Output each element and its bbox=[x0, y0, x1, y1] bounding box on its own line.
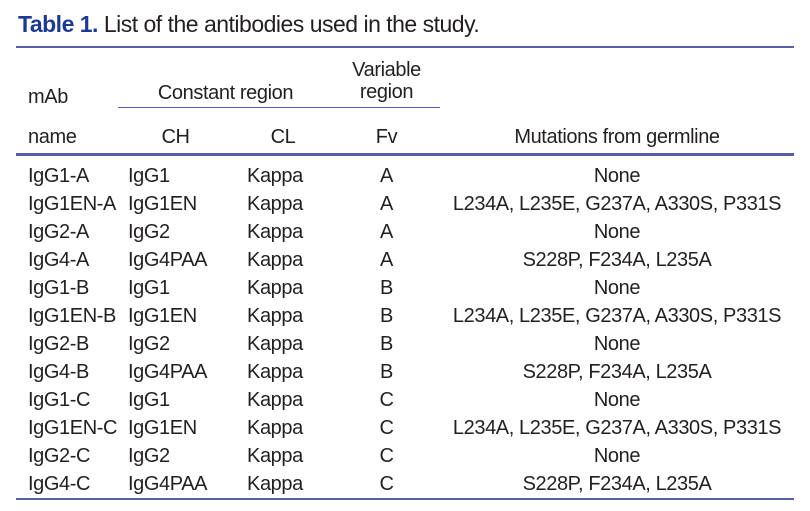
row-mutations: L234A, L235E, G237A, A330S, P331S bbox=[452, 305, 782, 327]
row-ch: IgG2 bbox=[128, 445, 170, 467]
row-cl: Kappa bbox=[247, 305, 303, 327]
row-mab-name: IgG1-B bbox=[28, 277, 89, 299]
row-mab-name: IgG4-B bbox=[28, 361, 89, 383]
row-mab-name: IgG1EN-C bbox=[28, 417, 118, 439]
row-mutations: S228P, F234A, L235A bbox=[522, 361, 712, 383]
row-fv: A bbox=[380, 221, 393, 243]
header-row-1: Variable region bbox=[16, 47, 794, 108]
row-cl: Kappa bbox=[247, 361, 303, 383]
row-ch: IgG1EN bbox=[128, 193, 197, 215]
table-row: IgG2-B IgG2 Kappa B None bbox=[16, 330, 794, 358]
column-header-ch: CH bbox=[118, 107, 233, 156]
row-fv: A bbox=[380, 193, 393, 215]
row-mutations: S228P, F234A, L235A bbox=[522, 249, 712, 271]
header-row-3: name CH CL Fv Mutations from germline bbox=[16, 107, 794, 156]
table-caption: Table 1. List of the antibodies used in … bbox=[18, 11, 480, 37]
row-ch: IgG4PAA bbox=[118, 470, 233, 500]
row-cl: Kappa bbox=[233, 470, 333, 500]
row-fv: C bbox=[333, 470, 440, 500]
row-mutations: L234A, L235E, G237A, A330S, P331S bbox=[452, 193, 782, 215]
row-cl: Kappa bbox=[247, 277, 303, 299]
row-cl: Kappa bbox=[247, 333, 303, 355]
row-ch: IgG1 bbox=[128, 389, 170, 411]
row-fv: B bbox=[380, 305, 393, 327]
row-mutations: None bbox=[593, 445, 641, 467]
row-cl: Kappa bbox=[247, 165, 303, 187]
row-ch: IgG4PAA bbox=[128, 361, 208, 383]
table-caption-text: List of the antibodies used in the study… bbox=[103, 11, 480, 37]
column-group-constant-region: Constant region bbox=[118, 74, 333, 108]
column-group-variable-region-line2: region bbox=[359, 81, 414, 103]
row-fv: C bbox=[379, 417, 394, 439]
row-mab-name: IgG1EN-B bbox=[28, 305, 116, 327]
row-fv: B bbox=[380, 277, 393, 299]
row-mab-name: IgG4-C bbox=[16, 470, 118, 500]
antibody-table-wrapper: Variable region mAb Constant region name… bbox=[16, 46, 794, 500]
row-cl: Kappa bbox=[247, 417, 303, 439]
header-row-2: mAb Constant region bbox=[16, 74, 794, 108]
row-mutations: None bbox=[593, 221, 641, 243]
row-mutations: L234A, L235E, G237A, A330S, P331S bbox=[452, 417, 782, 439]
column-group-variable-region-line1: Variable bbox=[352, 59, 421, 81]
row-mab-name: IgG1-A bbox=[28, 165, 89, 187]
row-mab-name: IgG1-C bbox=[28, 389, 91, 411]
column-header-mab-line2: name bbox=[16, 107, 118, 156]
header-spacer bbox=[118, 47, 333, 74]
row-ch: IgG1EN bbox=[128, 417, 197, 439]
row-fv: B bbox=[380, 333, 393, 355]
table-body: IgG1-A IgG1 Kappa A None IgG1EN-A IgG1EN Kappa A… bbox=[16, 155, 794, 500]
table-row: IgG1EN-C IgG1EN Kappa C L234A, L235E, G237A,… bbox=[16, 414, 794, 442]
header-spacer bbox=[440, 47, 794, 74]
header-spacer bbox=[16, 47, 118, 74]
row-fv: A bbox=[380, 249, 393, 271]
row-fv: A bbox=[380, 165, 393, 187]
column-header-cl: CL bbox=[233, 107, 333, 156]
row-ch: IgG1 bbox=[128, 165, 170, 187]
column-header-mutations: Mutations from germline bbox=[440, 107, 794, 156]
row-mutations: None bbox=[593, 333, 641, 355]
row-cl: Kappa bbox=[247, 445, 303, 467]
row-cl: Kappa bbox=[247, 221, 303, 243]
row-mutations: S228P, F234A, L235A bbox=[440, 470, 794, 500]
row-mab-name: IgG2-B bbox=[28, 333, 89, 355]
table-row: IgG2-A IgG2 Kappa A None bbox=[16, 218, 794, 246]
row-cl: Kappa bbox=[247, 249, 303, 271]
row-mab-name: IgG2-C bbox=[28, 445, 91, 467]
table-caption-label: Table 1. bbox=[18, 11, 98, 37]
column-group-variable-region: Variable region bbox=[333, 47, 440, 108]
header-spacer bbox=[440, 74, 794, 108]
column-header-fv: Fv bbox=[333, 107, 440, 156]
row-mutations: None bbox=[593, 165, 641, 187]
row-ch: IgG1EN bbox=[128, 305, 197, 327]
table-row: IgG4-A IgG4PAA Kappa A S228P, F234A, L235A bbox=[16, 246, 794, 274]
row-mab-name: IgG4-A bbox=[28, 249, 89, 271]
row-ch: IgG2 bbox=[128, 333, 170, 355]
row-mutations: None bbox=[593, 389, 641, 411]
table-row: IgG1-A IgG1 Kappa A None bbox=[16, 155, 794, 191]
row-fv: B bbox=[380, 361, 393, 383]
table-row: IgG2-C IgG2 Kappa C None bbox=[16, 442, 794, 470]
row-cl: Kappa bbox=[247, 389, 303, 411]
row-ch: IgG1 bbox=[128, 277, 170, 299]
table-header: Variable region mAb Constant region name… bbox=[16, 47, 794, 156]
row-fv: C bbox=[379, 389, 394, 411]
row-cl: Kappa bbox=[247, 193, 303, 215]
antibody-table: Variable region mAb Constant region name… bbox=[16, 46, 794, 500]
table-row: IgG4-B IgG4PAA Kappa B S228P, F234A, L235A bbox=[16, 358, 794, 386]
row-mab-name: IgG2-A bbox=[28, 221, 89, 243]
table-row: IgG1EN-A IgG1EN Kappa A L234A, L235E, G237A,… bbox=[16, 190, 794, 218]
table-row: IgG1EN-B IgG1EN Kappa B L234A, L235E, G237A,… bbox=[16, 302, 794, 330]
table-row: IgG1-B IgG1 Kappa B None bbox=[16, 274, 794, 302]
table-row: IgG1-C IgG1 Kappa C None bbox=[16, 386, 794, 414]
row-mutations: None bbox=[593, 277, 641, 299]
row-fv: C bbox=[379, 445, 394, 467]
row-mab-name: IgG1EN-A bbox=[28, 193, 116, 215]
row-ch: IgG4PAA bbox=[128, 249, 208, 271]
row-ch: IgG2 bbox=[128, 221, 170, 243]
column-header-mab-line1: mAb bbox=[28, 85, 68, 108]
table-row: IgG4-C IgG4PAA Kappa C S228P, F234A, L235A bbox=[16, 470, 794, 500]
